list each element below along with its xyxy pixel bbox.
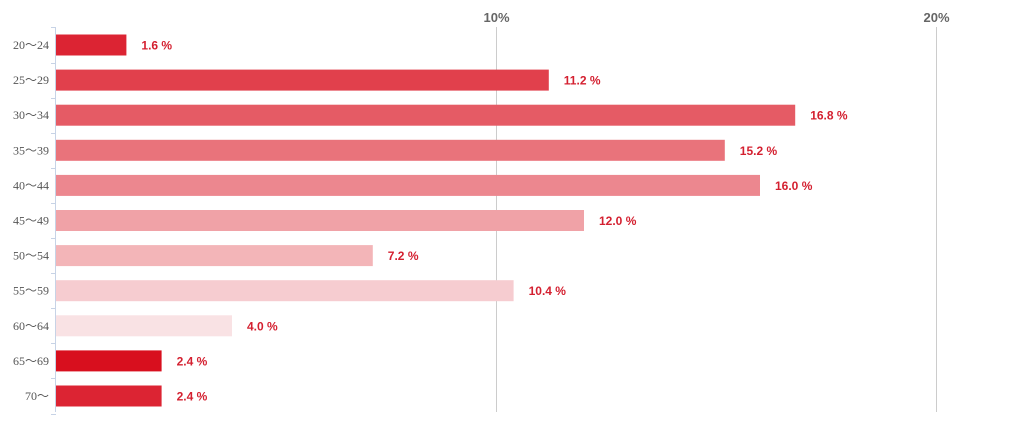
x-tick-label: 10% xyxy=(483,10,509,25)
bar xyxy=(56,315,232,337)
data-label: 16.8 % xyxy=(810,109,848,123)
data-label: 15.2 % xyxy=(740,144,778,158)
category-label: 70〜 xyxy=(25,389,49,403)
data-label: 11.2 % xyxy=(564,74,601,88)
category-label: 55〜59 xyxy=(13,284,49,298)
category-label: 50〜54 xyxy=(13,249,49,263)
bar xyxy=(56,350,162,372)
bar xyxy=(56,34,127,56)
category-label: 30〜34 xyxy=(13,108,49,122)
data-label: 12.0 % xyxy=(599,214,637,228)
data-label: 2.4 % xyxy=(177,390,208,404)
category-label: 45〜49 xyxy=(13,214,49,228)
data-labels: 1.6 % 11.2 % 16.8 % 15.2 % 16.0 % 12.0 % 7.2 %… xyxy=(141,39,847,404)
data-label: 10.4 % xyxy=(529,284,567,298)
data-label: 7.2 % xyxy=(388,249,419,263)
data-label: 1.6 % xyxy=(141,39,172,53)
data-label: 2.4 % xyxy=(177,354,208,368)
x-axis-ticks: 10% 20% xyxy=(483,10,949,25)
x-tick-label: 20% xyxy=(923,10,949,25)
bar xyxy=(56,139,725,161)
bar xyxy=(56,280,514,302)
bar xyxy=(56,174,760,196)
category-label: 65〜69 xyxy=(13,354,49,368)
bars xyxy=(56,34,796,407)
category-label: 20〜24 xyxy=(13,38,49,52)
category-label: 40〜44 xyxy=(13,178,49,192)
data-label: 4.0 % xyxy=(247,319,278,333)
category-label: 35〜39 xyxy=(13,143,49,157)
category-label: 60〜64 xyxy=(13,319,49,333)
bar xyxy=(56,385,162,407)
bar xyxy=(56,210,584,231)
data-label: 16.0 % xyxy=(775,179,813,193)
bar xyxy=(56,104,796,126)
bar xyxy=(56,69,549,91)
y-axis-tick-marks xyxy=(51,27,56,415)
category-label: 25〜29 xyxy=(13,73,49,87)
category-labels: 20〜24 25〜29 30〜34 35〜39 40〜44 45〜49 50〜54 55〜59… xyxy=(13,38,49,403)
bar xyxy=(56,245,373,267)
